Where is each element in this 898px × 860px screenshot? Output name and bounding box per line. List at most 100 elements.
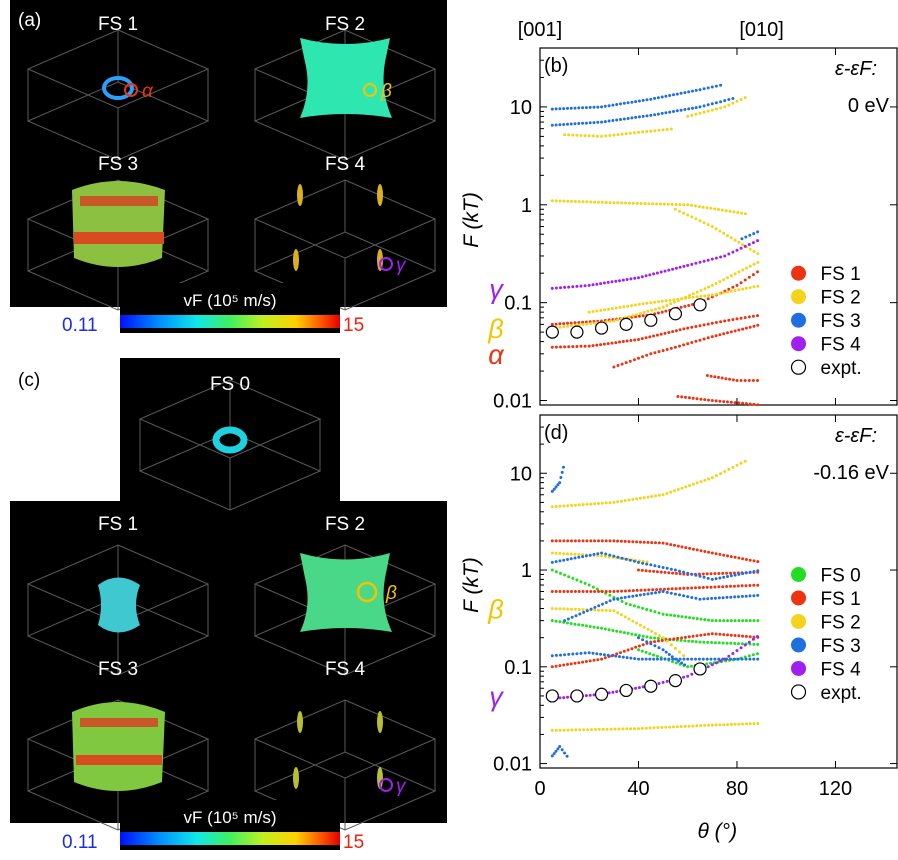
data-point [608,201,612,205]
data-point [610,341,614,345]
data-point [740,642,744,646]
data-point [752,262,756,266]
data-point [653,636,657,640]
data-point [732,657,736,661]
fs4-pocket [297,711,303,733]
data-point [702,337,706,341]
data-point [633,276,637,280]
data-point [652,657,656,661]
data-point [690,664,693,668]
data-point [740,211,744,215]
data-point [627,498,631,502]
data-point [667,268,671,272]
data-point [675,109,679,113]
data-point [723,319,727,323]
data-point [556,483,560,487]
legend-marker [791,312,807,328]
data-point [649,113,653,117]
data-point [671,267,675,271]
data-point [735,649,739,653]
data-point [718,291,722,295]
data-point [756,635,759,638]
data-point [606,342,610,346]
data-point [756,560,760,564]
data-point [644,274,648,278]
legend-marker [791,566,807,582]
data-point [686,665,690,669]
data-point [578,612,582,616]
data-point [694,640,698,644]
data-point [558,745,562,748]
data-point [673,592,677,596]
data-point [691,295,695,299]
data-point [591,134,595,138]
data-point [588,693,592,697]
data-point [684,395,687,399]
colorbar-a-min: 0.11 [62,315,98,336]
data-point [710,551,714,555]
data-point [619,118,622,121]
data-point [566,728,570,732]
data-point [733,642,737,645]
data-point [736,211,740,214]
data-point [640,568,644,572]
data-point [656,112,660,116]
data-point [604,501,608,505]
data-point [705,374,709,377]
data-point [736,657,740,661]
data-point [622,649,626,653]
data-point [735,248,739,252]
data-point [627,315,631,319]
data-point [607,104,611,108]
data-point [577,321,581,324]
data-point [669,591,673,595]
data-point [652,334,656,338]
data-point [752,324,756,328]
fs3-band [80,196,158,206]
data-point [597,502,600,505]
data-point [714,399,718,403]
data-point [630,647,634,651]
data-point [624,201,627,205]
data-point [554,590,558,593]
data-point [631,540,635,544]
expt-point [619,317,633,331]
data-point [612,365,616,369]
data-point [608,599,612,603]
data-point [671,571,675,575]
data-point [642,311,646,314]
data-point [718,632,722,636]
data-point [752,619,756,623]
data-point [567,345,571,349]
data-point [632,358,636,362]
data-point [735,379,739,382]
data-point [672,298,676,302]
data-point [737,288,741,292]
data-point [729,633,733,637]
data-point [710,596,714,600]
data-point [592,105,596,109]
data-point [645,301,649,305]
data-point [604,552,608,556]
data-point [604,201,608,204]
data-point [664,725,668,729]
data-point [559,345,562,349]
data-point [714,661,718,665]
data-point [733,555,737,559]
data-point [662,202,666,206]
data-point [690,672,694,676]
data-point [735,317,739,321]
data-point [706,103,710,107]
data-point [744,594,748,598]
data-point [683,724,687,728]
data-point [665,566,669,570]
data-point [641,606,645,610]
data-point [701,572,705,576]
data-point [710,321,714,325]
data-point [550,728,554,732]
fs3-band [74,232,164,244]
data-point [743,459,747,463]
data-point [752,594,756,598]
data-point [648,569,652,573]
data-point [722,231,726,235]
